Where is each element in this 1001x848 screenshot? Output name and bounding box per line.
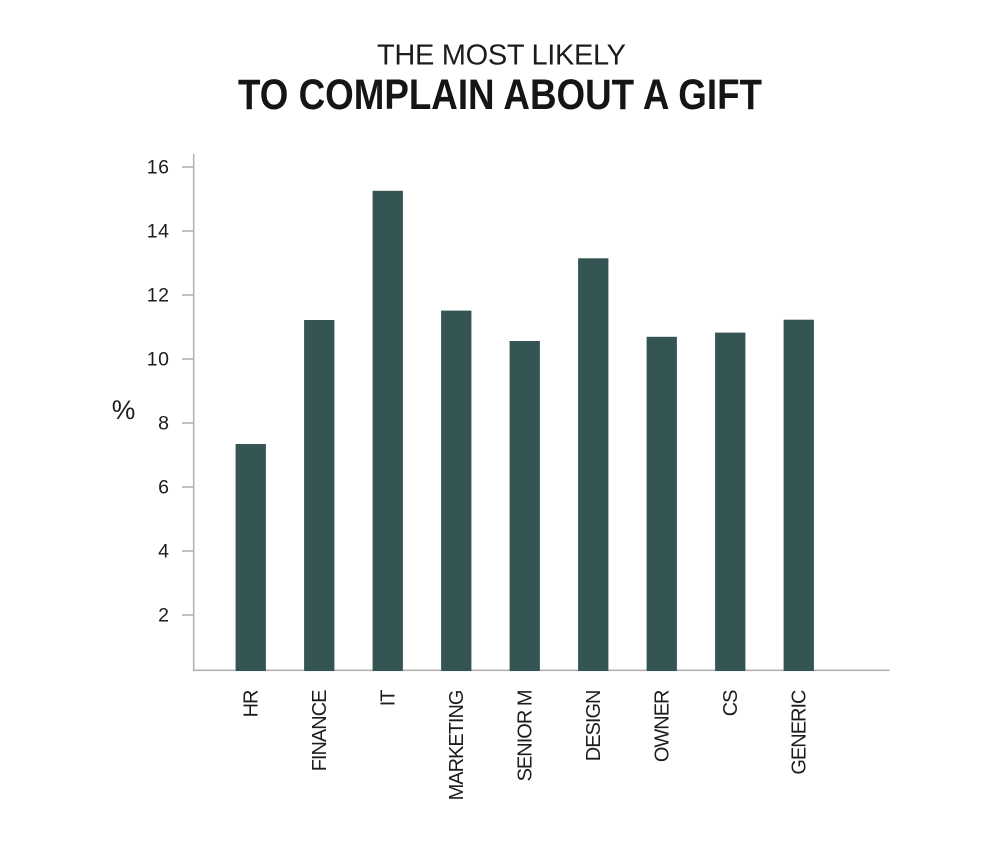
svg-text:10: 10 xyxy=(147,349,170,371)
svg-text:TO COMPLAIN ABOUT A GIFT: TO COMPLAIN ABOUT A GIFT xyxy=(238,72,762,119)
svg-text:OWNER: OWNER xyxy=(652,690,674,762)
svg-text:THE MOST LIKELY: THE MOST LIKELY xyxy=(377,40,626,72)
svg-text:GENERIC: GENERIC xyxy=(789,690,811,775)
svg-text:16: 16 xyxy=(147,157,170,179)
svg-text:2: 2 xyxy=(158,605,169,627)
svg-text:14: 14 xyxy=(147,221,170,243)
svg-text:4: 4 xyxy=(158,541,169,563)
svg-text:8: 8 xyxy=(158,413,169,435)
svg-text:6: 6 xyxy=(158,477,169,499)
svg-text:MARKETING: MARKETING xyxy=(446,690,468,800)
svg-text:HR: HR xyxy=(241,690,263,717)
svg-text:IT: IT xyxy=(378,690,400,707)
svg-text:12: 12 xyxy=(147,285,170,307)
svg-text:SENIOR M: SENIOR M xyxy=(515,690,537,781)
svg-text:FINANCE: FINANCE xyxy=(309,690,331,771)
svg-text:CS: CS xyxy=(720,690,742,716)
svg-text:%: % xyxy=(112,395,136,425)
svg-text:DESIGN: DESIGN xyxy=(583,691,605,762)
